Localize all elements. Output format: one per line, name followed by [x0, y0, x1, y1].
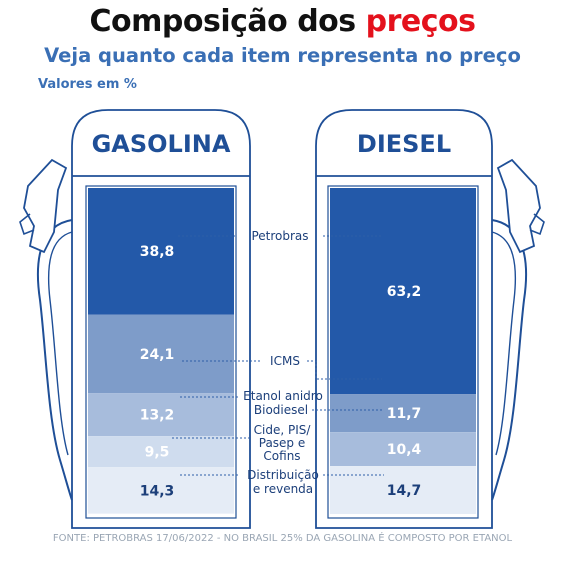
bar-diesel-biodiesel [330, 432, 476, 467]
label-petrobras: Petrobras [251, 229, 308, 243]
bar-diesel-distribuicao [330, 466, 476, 514]
chart-title: Composição dos preços [0, 4, 565, 39]
category-labels: Petrobras ICMS Etanol anidro Biodiesel C… [243, 229, 323, 496]
label-cide-line1: Cide, PIS/ [254, 423, 312, 437]
bar-gasoline-etanol [88, 393, 234, 437]
diesel-hose-inner [491, 231, 517, 456]
connector-icms-right [307, 360, 382, 380]
title-main: Composição dos [89, 4, 366, 39]
diesel-label: DIESEL [357, 130, 451, 158]
label-dist-line2: e revenda [253, 482, 313, 496]
value-diesel-icms: 11,7 [387, 406, 422, 422]
gasoline-bars [88, 188, 234, 514]
bar-diesel-icms [330, 394, 476, 433]
chart-subtitle: Veja quanto cada item representa no preç… [44, 44, 521, 67]
label-etanol: Etanol anidro [243, 389, 323, 403]
connector-lines [172, 235, 384, 476]
diesel-nozzle-icon [496, 158, 541, 254]
value-diesel-distribuicao: 14,7 [387, 483, 422, 499]
bar-gasoline-petrobras [88, 188, 234, 315]
value-diesel-biodiesel: 10,4 [387, 442, 422, 458]
label-cide-line3: Cofins [263, 449, 300, 463]
title-accent: preços [365, 4, 476, 39]
source-note: FONTE: PETROBRAS 17/06/2022 - NO BRASIL … [52, 533, 513, 544]
label-cide-line2: Pasep e [259, 436, 306, 450]
gasoline-hose-inner [47, 231, 73, 456]
value-diesel-petrobras: 63,2 [387, 284, 422, 300]
bar-diesel-petrobras [330, 188, 476, 395]
units-label: Valores em % [38, 77, 137, 92]
value-gasoline-distribuicao: 14,3 [140, 483, 175, 499]
label-icms: ICMS [270, 354, 300, 368]
label-biodiesel: Biodiesel [254, 403, 308, 417]
value-gasoline-etanol: 13,2 [140, 408, 175, 424]
gasoline-nozzle-icon [23, 158, 68, 254]
diesel-bars [330, 188, 476, 514]
bar-gasoline-icms [88, 314, 234, 394]
value-gasoline-petrobras: 38,8 [140, 244, 175, 260]
bar-gasoline-cide [88, 436, 234, 468]
gasoline-label: GASOLINA [92, 130, 231, 158]
value-gasoline-cide: 9,5 [145, 445, 170, 461]
value-gasoline-icms: 24,1 [140, 347, 175, 363]
label-dist-line1: Distribuição [247, 468, 319, 482]
